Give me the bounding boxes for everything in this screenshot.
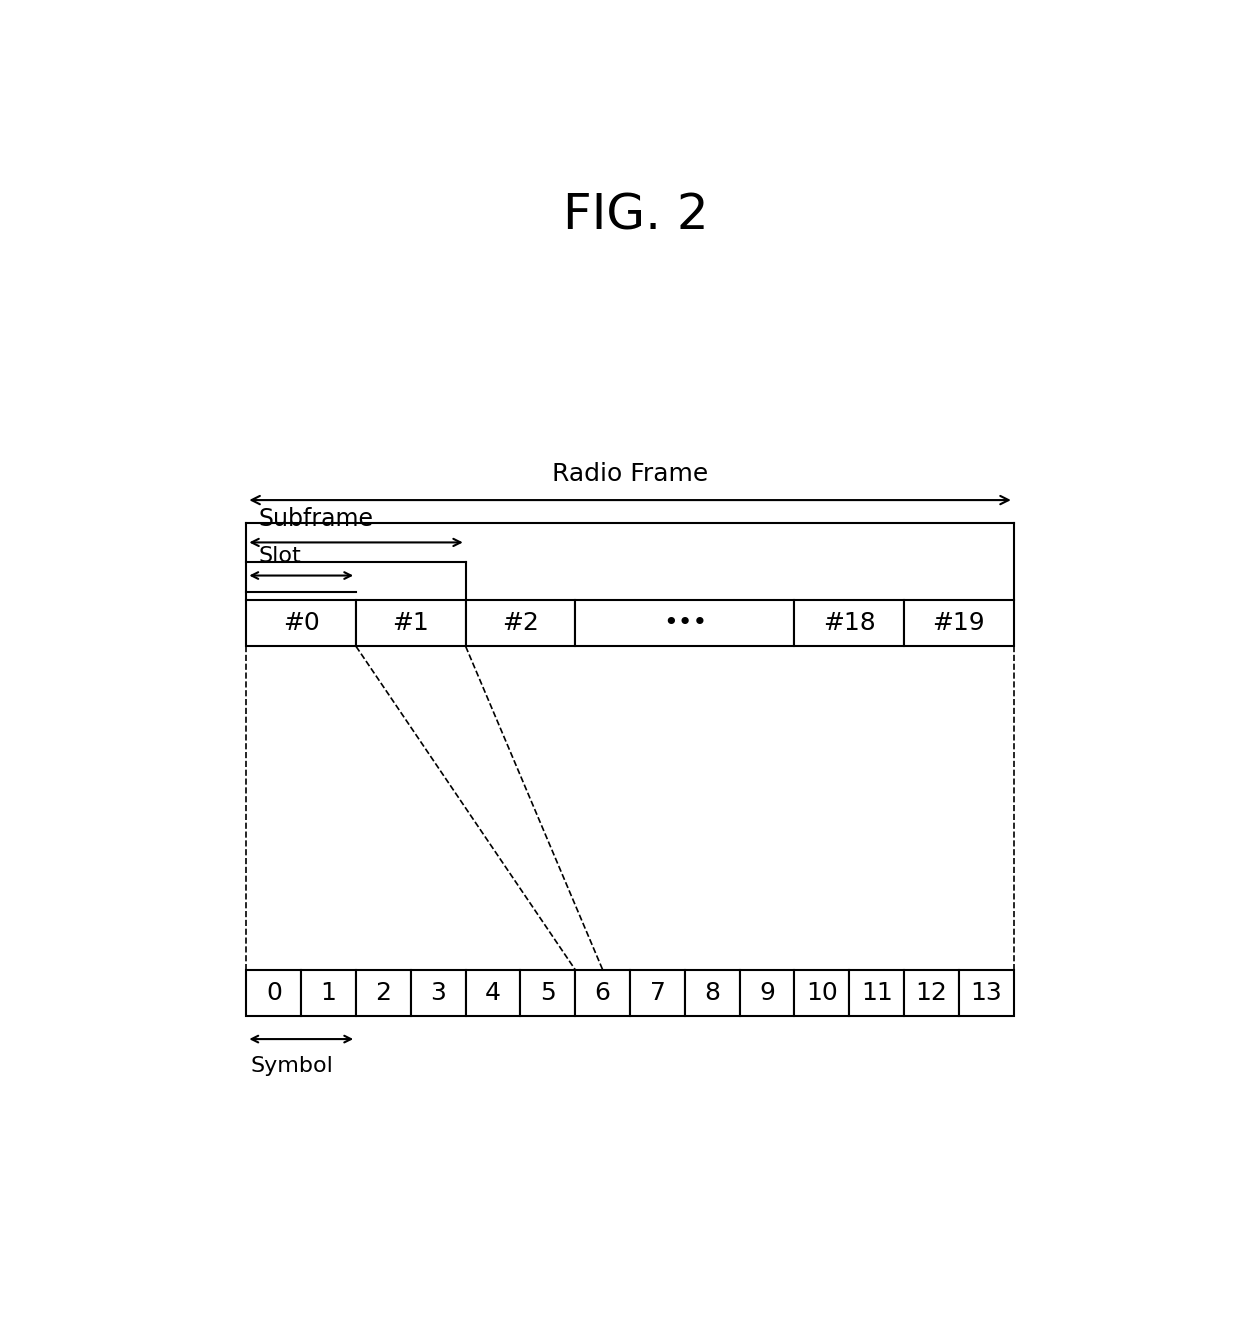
Bar	[521, 970, 575, 1016]
Bar	[356, 970, 410, 1016]
Text: •••: •••	[662, 612, 707, 636]
Bar	[466, 601, 575, 646]
Text: Slot: Slot	[258, 546, 301, 566]
Bar	[904, 601, 1014, 646]
Bar	[959, 970, 1013, 1016]
Text: 7: 7	[650, 981, 666, 1005]
Text: 12: 12	[915, 981, 947, 1005]
Text: 1: 1	[321, 981, 336, 1005]
Text: 4: 4	[485, 981, 501, 1005]
Bar	[247, 970, 301, 1016]
Text: #19: #19	[932, 612, 986, 636]
Bar	[684, 970, 740, 1016]
Text: 9: 9	[759, 981, 775, 1005]
Bar	[575, 601, 795, 646]
Bar	[301, 970, 356, 1016]
Text: #18: #18	[823, 612, 875, 636]
Bar	[410, 970, 466, 1016]
Bar	[356, 601, 466, 646]
Text: #2: #2	[502, 612, 539, 636]
Text: 5: 5	[539, 981, 556, 1005]
Text: 0: 0	[265, 981, 281, 1005]
Text: #1: #1	[393, 612, 429, 636]
Bar	[630, 970, 684, 1016]
Text: 3: 3	[430, 981, 446, 1005]
Bar	[904, 970, 959, 1016]
Text: Subframe: Subframe	[258, 507, 373, 531]
Text: 13: 13	[971, 981, 1002, 1005]
Text: Symbol: Symbol	[250, 1056, 334, 1077]
Text: FIG. 2: FIG. 2	[563, 191, 708, 239]
Text: 2: 2	[376, 981, 392, 1005]
Bar	[795, 601, 904, 646]
Text: #0: #0	[283, 612, 320, 636]
Bar	[849, 970, 904, 1016]
Text: 6: 6	[595, 981, 610, 1005]
Text: Radio Frame: Radio Frame	[552, 462, 708, 487]
Bar	[247, 601, 356, 646]
Text: 11: 11	[861, 981, 893, 1005]
Bar	[795, 970, 849, 1016]
Text: 8: 8	[704, 981, 720, 1005]
Bar	[740, 970, 795, 1016]
Text: 10: 10	[806, 981, 838, 1005]
Bar	[466, 970, 521, 1016]
Bar	[575, 970, 630, 1016]
